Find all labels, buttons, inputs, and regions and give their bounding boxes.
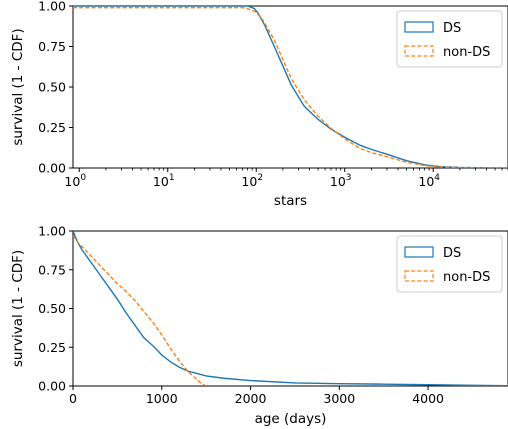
legend-swatch-non-ds [404,45,434,57]
legend-box [396,10,503,68]
tick-exponent: 0 [80,173,86,183]
x-ticks: 0 1000 2000 3000 4000 [69,386,444,406]
x-ticks: 100 101 102 103 104 [64,168,508,189]
y-axis-label: survival (1 - CDF) [10,28,26,145]
tick-exponent: 2 [257,173,263,183]
y-tick-label: 0.00 [38,379,66,394]
legend-label: non-DS [443,45,490,60]
y-axis-label: survival (1 - CDF) [10,250,26,367]
x-tick-label: 101 [153,173,175,189]
y-tick-label: 0.25 [38,120,66,135]
tick-base: 10 [418,174,434,189]
x-axis-label: age (days) [255,411,327,427]
x-tick-label: 3000 [323,391,355,406]
legend: DS non-DS [396,235,503,293]
legend-swatch-non-ds [404,270,434,282]
y-tick-label: 0.00 [38,161,66,176]
x-tick-label: 4000 [412,391,444,406]
y-ticks: 0.00 0.25 0.50 0.75 1.00 [38,0,73,176]
legend-swatch-ds [404,246,434,258]
legend-label: DS [443,246,461,261]
tick-base: 10 [153,174,169,189]
y-tick-label: 0.75 [38,262,66,277]
legend-label: DS [443,21,461,36]
tick-exponent: 4 [434,173,440,183]
y-tick-label: 0.75 [38,39,66,54]
y-tick-label: 0.25 [38,340,66,355]
tick-exponent: 3 [346,173,352,183]
legend: DS non-DS [396,10,503,68]
legend-swatch-ds [404,21,434,33]
tick-base: 10 [241,174,257,189]
legend-label: non-DS [443,270,490,285]
series-line-ds [73,231,508,386]
series-line-non-ds [73,6,508,168]
y-tick-label: 1.00 [38,0,66,14]
series-lines [73,6,508,168]
tick-base: 10 [64,174,80,189]
x-tick-label: 1000 [146,391,178,406]
y-ticks: 0.00 0.25 0.50 0.75 1.00 [38,224,73,394]
y-tick-label: 0.50 [38,80,66,95]
age-survival-chart: 0.00 0.25 0.50 0.75 1.00 0 1000 2000 3000 4000 a… [10,224,508,427]
x-axis-label: stars [274,193,307,209]
x-tick-label: 0 [69,391,77,406]
stars-survival-chart: 0.000.250.500.751.00 100 101 102 103 104 sta… [10,0,508,209]
x-tick-label: 102 [241,173,263,189]
tick-base: 10 [330,174,346,189]
y-tick-label: 1.00 [38,224,66,239]
legend-box [396,235,503,293]
series-line-non-ds [73,235,207,386]
x-tick-label: 104 [418,173,440,189]
series-lines [73,231,508,386]
y-tick-label: 0.50 [38,301,66,316]
x-tick-label: 2000 [235,391,267,406]
x-tick-label: 100 [64,173,86,189]
tick-exponent: 1 [169,173,175,183]
x-tick-label: 103 [330,173,352,189]
